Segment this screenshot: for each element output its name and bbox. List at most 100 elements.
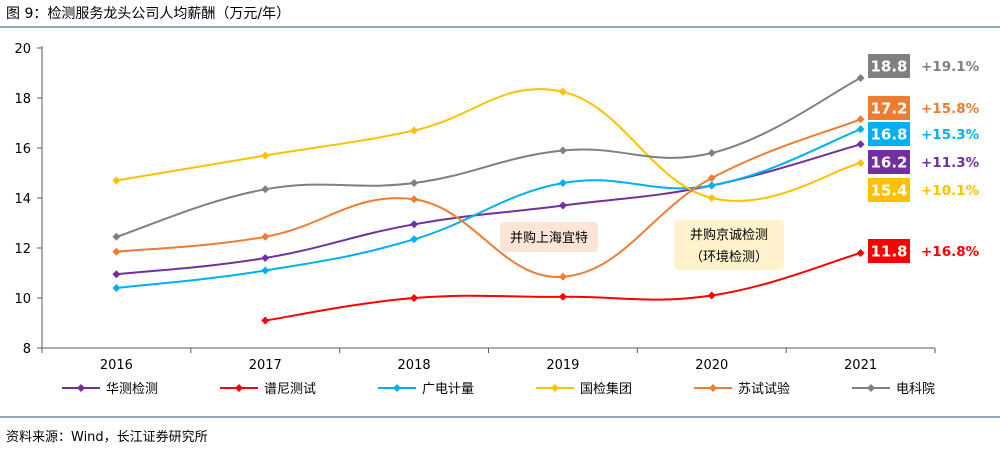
data-point: [261, 232, 270, 241]
data-point: [856, 125, 865, 134]
legend-item: 苏试试验: [694, 381, 790, 397]
data-point: [856, 115, 865, 124]
data-point: [410, 294, 419, 302]
figure-title: 图 9：检测服务龙头公司人均薪酬（万元/年）: [6, 6, 290, 22]
y-tick-label: 18: [14, 92, 31, 107]
end-label: 18.8 +19.1%: [868, 54, 980, 78]
growth-label: +19.1%: [921, 59, 980, 75]
end-value-box: [868, 122, 910, 146]
data-point: [261, 254, 270, 262]
end-label: 11.8 +16.8%: [868, 239, 980, 263]
data-point: [410, 235, 419, 244]
series-line: [116, 128, 861, 289]
data-point: [707, 181, 716, 190]
data-point: [112, 232, 121, 241]
annotation-callout: 并购上海宜特: [500, 222, 598, 252]
x-tick-label: 2016: [100, 358, 133, 373]
data-point: [112, 284, 121, 292]
end-value-label: 11.8: [870, 243, 907, 261]
x-tick-label: 2018: [398, 358, 431, 373]
end-label: 16.8 +15.3%: [868, 122, 980, 146]
end-value-label: 16.8: [870, 126, 907, 144]
x-tick-label: 2019: [546, 358, 579, 373]
data-point: [707, 291, 716, 300]
data-point: [410, 195, 419, 204]
data-point: [856, 159, 865, 167]
x-tick-label: 2017: [249, 358, 282, 373]
data-point: [261, 266, 270, 275]
legend-swatch-marker: [235, 384, 243, 392]
source-note: 资料来源：Wind，长江证券研究所: [6, 429, 208, 445]
legend-item: 广电计量: [378, 382, 474, 397]
growth-label: +15.3%: [921, 127, 980, 143]
data-point: [410, 126, 419, 135]
annotation-box: [500, 222, 598, 252]
legend-label: 谱尼测试: [264, 382, 316, 397]
legend-label: 国检集团: [580, 381, 632, 397]
y-tick-label: 12: [14, 242, 31, 257]
series-line: [116, 118, 861, 278]
data-point: [856, 74, 865, 82]
legend-label: 电科院: [896, 382, 935, 397]
legend-swatch-marker: [393, 384, 401, 392]
data-point: [856, 249, 865, 257]
legend-label: 广电计量: [422, 382, 474, 397]
legend-item: 谱尼测试: [220, 382, 316, 397]
plot-area: 8 10 12 14 16 18 20 2016 2017 2018 2019 2020 2021 并购上…: [14, 42, 979, 373]
data-point: [558, 201, 567, 210]
legend-label: 苏试试验: [738, 381, 790, 397]
annotation-text: 并购京诚检测: [690, 227, 768, 243]
data-point: [707, 174, 716, 182]
data-point: [558, 146, 567, 155]
end-value-label: 15.4: [870, 182, 907, 200]
data-point: [410, 179, 419, 187]
data-point: [410, 220, 419, 229]
end-label: 16.2 +11.3%: [868, 150, 980, 174]
y-tick-label: 14: [14, 192, 31, 207]
legend-swatch-marker: [551, 384, 559, 392]
data-point: [112, 270, 121, 279]
end-value-box: [868, 239, 910, 263]
annotation-box: [674, 220, 784, 270]
data-point: [261, 316, 270, 325]
data-point: [856, 140, 865, 149]
end-value-box: [868, 178, 910, 202]
legend-swatch-marker: [867, 384, 875, 392]
growth-label: +11.3%: [921, 155, 980, 171]
end-label: 17.2 +15.8%: [868, 96, 980, 120]
legend: 华测检测 谱尼测试 广电计量 国检集团 苏试试验 电科院: [62, 381, 935, 397]
legend-swatch-marker: [709, 384, 717, 392]
annotation-text: 并购上海宜特: [510, 230, 588, 246]
series-line: [116, 88, 861, 202]
data-point: [261, 151, 270, 160]
data-point: [558, 272, 567, 281]
x-tick-label: 2020: [695, 358, 728, 373]
x-tick-label: 2021: [844, 358, 877, 373]
end-label: 15.4 +10.1%: [868, 178, 980, 202]
series-line: [116, 77, 862, 238]
legend-item: 国检集团: [536, 381, 632, 397]
annotation-callout: 并购京诚检测 （环境检测）: [674, 220, 784, 270]
growth-label: +15.8%: [921, 101, 980, 117]
legend-swatch-marker: [77, 384, 85, 392]
legend-item: 华测检测: [62, 382, 158, 397]
annotation-text: （环境检测）: [690, 250, 768, 265]
end-value-box: [868, 96, 910, 120]
end-value-label: 18.8: [870, 58, 907, 76]
data-point: [261, 185, 270, 194]
data-point: [558, 87, 567, 96]
legend-item: 电科院: [852, 382, 935, 397]
end-value-box: [868, 150, 910, 174]
data-point: [112, 247, 121, 256]
end-value-label: 16.2: [870, 154, 907, 172]
y-tick-label: 10: [14, 292, 31, 307]
end-value-box: [868, 54, 910, 78]
growth-label: +10.1%: [921, 183, 980, 199]
legend-label: 华测检测: [106, 382, 158, 397]
data-point: [707, 149, 716, 157]
y-tick-label: 8: [23, 342, 31, 357]
y-tick-label: 16: [14, 142, 31, 157]
data-point: [707, 194, 716, 202]
growth-label: +16.8%: [921, 244, 980, 260]
